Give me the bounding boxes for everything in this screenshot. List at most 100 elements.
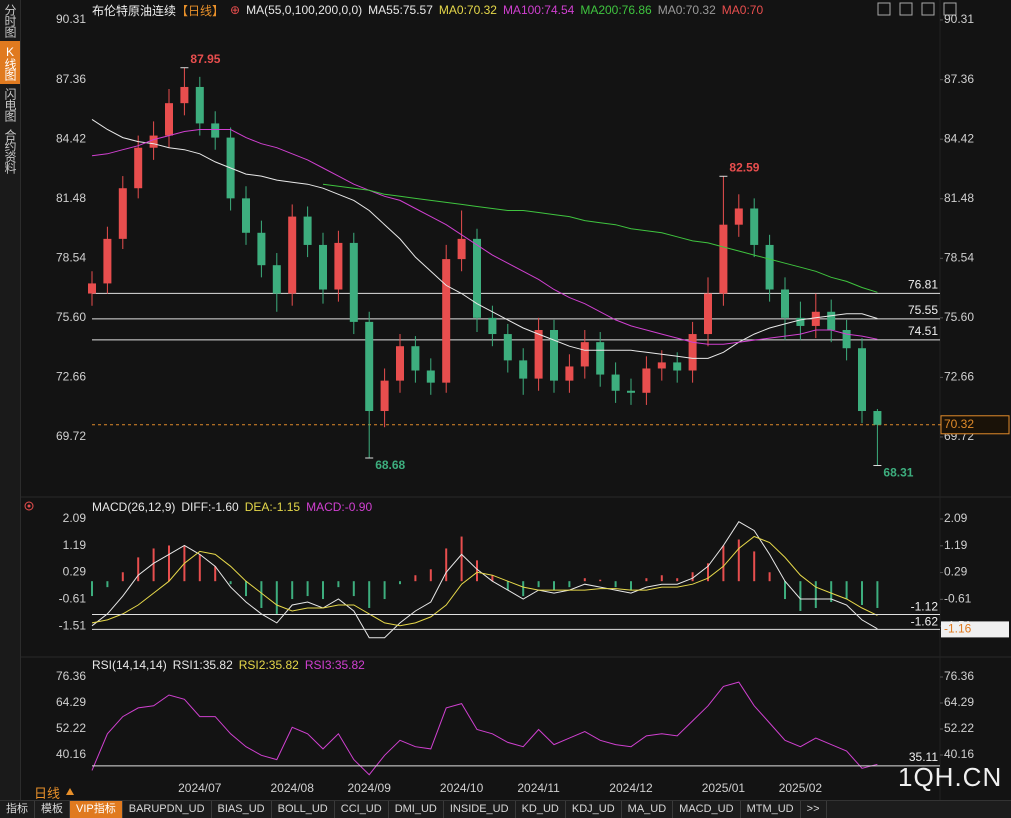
- y-tick-label: 78.54: [56, 250, 86, 264]
- y-tick-label: 90.31: [56, 12, 86, 26]
- y-tick-label-right: 1.19: [944, 538, 968, 552]
- candle-body: [380, 380, 389, 412]
- legend-item: RSI3:35.82: [304, 658, 365, 672]
- toolbar-tab[interactable]: MTM_UD: [741, 801, 801, 818]
- legend-item: DEA:-1.15: [244, 500, 301, 514]
- candle-body: [627, 390, 635, 393]
- extreme-label: 87.95: [190, 52, 220, 66]
- toolbar-tab[interactable]: DMI_UD: [389, 801, 444, 818]
- button-close[interactable]: [943, 2, 957, 16]
- candle-body: [873, 411, 882, 425]
- candle-body: [396, 346, 404, 381]
- candle-body: [580, 342, 589, 367]
- button-maximize[interactable]: [921, 2, 935, 16]
- candle-body: [750, 208, 759, 245]
- candle-body: [242, 198, 250, 233]
- dea-line: [91, 535, 878, 627]
- period-label[interactable]: 【日线】: [176, 3, 225, 18]
- x-tick-label: 2024/08: [271, 781, 315, 795]
- main-legend: 布伦特原油连续 【日线】 ⊕ MA(55,0,100,200,0,0) MA55…: [92, 2, 763, 18]
- y-tick-label: -0.61: [59, 592, 87, 606]
- ma-line: [91, 129, 878, 345]
- toolbar-tab[interactable]: MA_UD: [622, 801, 674, 818]
- ma-params: MA(55,0,100,200,0,0): [246, 3, 363, 17]
- legend-item: MA0:70: [721, 3, 764, 17]
- y-tick-label: 75.60: [56, 310, 86, 324]
- sidebar: 分时图 K线图闪电图合约资料: [0, 0, 21, 800]
- candle-body: [118, 188, 127, 239]
- toolbar-tab[interactable]: VIP指标: [70, 801, 123, 818]
- sidebar-tab[interactable]: 分时图: [3, 4, 17, 37]
- y-tick-label-right: 40.16: [944, 747, 974, 761]
- y-tick-label-right: 76.36: [944, 669, 974, 683]
- candle-body: [303, 216, 312, 245]
- y-tick-label: 52.22: [56, 721, 86, 735]
- panel-icon[interactable]: [24, 501, 34, 511]
- toolbar-tab[interactable]: BOLL_UD: [272, 801, 335, 818]
- level-label: 74.51: [908, 324, 938, 338]
- candle-body: [765, 244, 774, 290]
- y-tick-label-right: 84.42: [944, 131, 974, 145]
- toolbar-tab[interactable]: BARUPDN_UD: [123, 801, 212, 818]
- toolbar-tab[interactable]: KDJ_UD: [566, 801, 622, 818]
- rsi-legend: RSI(14,14,14) RSI1:35.82 RSI2:35.82 RSI3:3…: [92, 657, 365, 673]
- y-tick-label: 69.72: [56, 429, 86, 443]
- candle-body: [149, 135, 158, 148]
- x-tick-label: 2025/02: [779, 781, 823, 795]
- x-tick-label: 2024/12: [609, 781, 653, 795]
- toolbar-tab[interactable]: CCI_UD: [335, 801, 389, 818]
- x-tick-label: 2024/10: [440, 781, 484, 795]
- y-tick-label-right: 0.29: [944, 565, 968, 579]
- candle-body: [288, 216, 297, 294]
- candle-body: [349, 242, 358, 322]
- x-tick-label: 2024/11: [517, 781, 560, 795]
- candle-body: [457, 238, 466, 260]
- toolbar-tab[interactable]: MACD_UD: [673, 801, 741, 818]
- y-tick-label-right: 87.36: [944, 72, 974, 86]
- watermark: 1QH.CN: [898, 762, 1003, 792]
- y-tick-label: 40.16: [56, 747, 86, 761]
- sidebar-tab[interactable]: 合约资料: [3, 129, 17, 173]
- window-buttons: [877, 2, 957, 16]
- macd-marker-label: -1.16: [944, 622, 972, 636]
- candle-body: [473, 238, 481, 318]
- toolbar-tab[interactable]: >>: [801, 801, 827, 818]
- toolbar-tab[interactable]: 模板: [35, 801, 70, 818]
- button-minimize[interactable]: [899, 2, 913, 16]
- candle-body: [704, 293, 712, 335]
- toolbar-tab[interactable]: BIAS_UD: [212, 801, 272, 818]
- period-arrow[interactable]: [66, 788, 74, 795]
- extreme-label: 68.68: [375, 458, 405, 472]
- candle-body: [165, 103, 173, 136]
- y-tick-label: 87.36: [56, 72, 86, 86]
- toolbar-tab[interactable]: KD_UD: [516, 801, 566, 818]
- ma-line: [91, 118, 878, 359]
- legend-item: RSI1:35.82: [172, 658, 233, 672]
- y-tick-label: 2.09: [63, 511, 87, 525]
- candle-body: [334, 242, 343, 290]
- macd-level-label: -1.12: [911, 600, 939, 614]
- period-selector[interactable]: 日线: [34, 786, 61, 801]
- macd-marker-box: [941, 621, 1009, 638]
- add-icon[interactable]: ⊕: [230, 3, 241, 17]
- y-tick-label-right: 75.60: [944, 310, 974, 324]
- y-tick-label: 81.48: [56, 191, 86, 205]
- candle-body: [272, 265, 281, 294]
- y-tick-label-right: 78.54: [944, 250, 974, 264]
- toolbar-tab[interactable]: INSIDE_UD: [444, 801, 516, 818]
- toolbar-tab[interactable]: 指标: [0, 801, 35, 818]
- candle-body: [411, 346, 420, 371]
- candle-body: [858, 348, 866, 412]
- button-move[interactable]: [877, 2, 891, 16]
- rsi-level-label: 35.11: [909, 750, 938, 764]
- candle-body: [842, 330, 851, 349]
- candle-body: [519, 360, 528, 379]
- sidebar-tab[interactable]: K线图: [0, 41, 20, 84]
- y-tick-label-right: 72.66: [944, 370, 974, 384]
- y-tick-label: 0.29: [63, 565, 87, 579]
- y-tick-label-right: -0.61: [944, 592, 972, 606]
- level-label: 76.81: [908, 278, 938, 292]
- sidebar-tab[interactable]: 闪电图: [3, 88, 17, 121]
- candle-body: [611, 374, 620, 391]
- candle-body: [811, 311, 820, 326]
